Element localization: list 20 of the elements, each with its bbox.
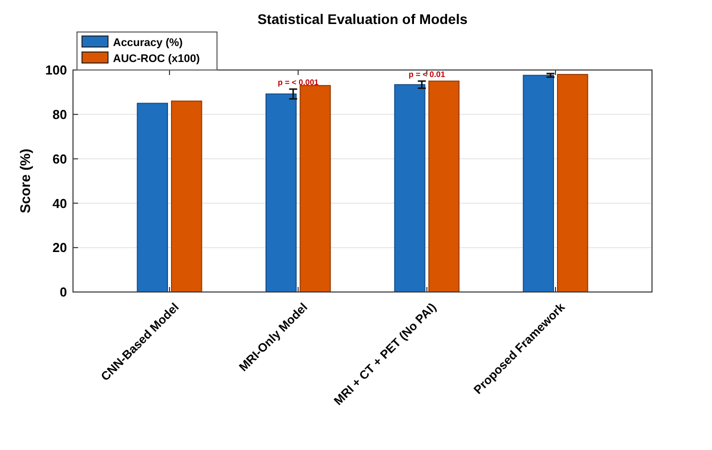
bar [136, 102, 168, 292]
bar [557, 74, 588, 292]
y-tick-label: 40 [52, 196, 67, 211]
y-tick-label: 0 [60, 284, 67, 300]
legend-label: AUC-ROC (x100) [113, 52, 200, 65]
bar [171, 100, 202, 292]
annotation: p = < 0.001 [278, 78, 320, 88]
y-axis-title: Score (%) [17, 148, 33, 214]
chart-title: Statistical Evaluation of Models [257, 11, 468, 27]
y-tick-label: 60 [52, 151, 67, 166]
y-tick-label: 100 [45, 62, 67, 78]
legend-label: Accuracy (%) [113, 36, 184, 49]
bar [300, 85, 331, 292]
bar [394, 84, 426, 292]
y-tick-label: 20 [52, 240, 67, 256]
y-tick-label: 80 [52, 106, 67, 122]
bar [522, 74, 554, 292]
annotation: p = < 0.01 [408, 70, 446, 80]
bar [266, 93, 297, 292]
bar [428, 80, 460, 292]
